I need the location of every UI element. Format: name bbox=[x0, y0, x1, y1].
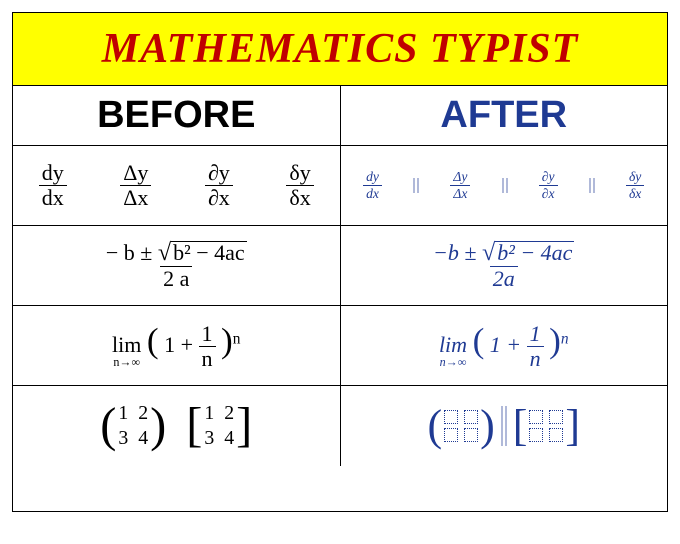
before-cell: ( 12 34 ) [ 12 34 ] bbox=[13, 386, 341, 466]
header-before: BEFORE bbox=[13, 86, 341, 145]
matrix-slot bbox=[549, 410, 563, 424]
page-title: MATHEMATICS TYPIST bbox=[102, 26, 579, 72]
table-row: dydx ΔyΔx ∂y∂x δyδx dydx ΔyΔx ∂y∂x δyδx bbox=[13, 146, 667, 226]
matrix-slot bbox=[444, 428, 458, 442]
limit-expression: limn→∞ ( 1 + 1n )n bbox=[439, 321, 569, 370]
derivative-fraction: δyδx bbox=[286, 162, 313, 209]
quadratic-formula: − b ± √b² − 4ac 2 a bbox=[103, 241, 250, 290]
matrix-pair: ( 12 34 ) [ 12 34 ] bbox=[100, 402, 252, 450]
matrix-slot bbox=[529, 428, 543, 442]
matrix-slot bbox=[549, 428, 563, 442]
derivative-fraction: δyδx bbox=[626, 170, 644, 200]
before-cell: limn→∞ ( 1 + 1n )n bbox=[13, 306, 341, 385]
after-cell: ( ) [ ] bbox=[341, 386, 668, 466]
title-banner: MATHEMATICS TYPIST bbox=[13, 13, 667, 86]
before-cell: dydx ΔyΔx ∂y∂x δyδx bbox=[13, 146, 341, 225]
derivative-fraction: ∂y∂x bbox=[539, 170, 558, 200]
before-cell: − b ± √b² − 4ac 2 a bbox=[13, 226, 341, 305]
matrix-slot bbox=[444, 410, 458, 424]
matrix-slot bbox=[529, 410, 543, 424]
column-headers: BEFORE AFTER bbox=[13, 86, 667, 146]
separator bbox=[502, 178, 508, 192]
document-frame: MATHEMATICS TYPIST BEFORE AFTER dydx ΔyΔ… bbox=[12, 12, 668, 512]
after-cell: dydx ΔyΔx ∂y∂x δyδx bbox=[341, 146, 668, 225]
quadratic-formula: −b ± √b² − 4ac 2a bbox=[430, 241, 577, 290]
table-row: ( 12 34 ) [ 12 34 ] bbox=[13, 386, 667, 466]
derivative-fraction: ∂y∂x bbox=[205, 162, 233, 209]
separator bbox=[413, 178, 419, 192]
matrix-pair: ( ) [ ] bbox=[427, 406, 580, 446]
derivative-fraction: ΔyΔx bbox=[120, 162, 151, 209]
header-after: AFTER bbox=[341, 86, 668, 145]
derivative-fraction: ΔyΔx bbox=[450, 170, 470, 200]
table-row: − b ± √b² − 4ac 2 a −b ± √b² − 4ac 2a bbox=[13, 226, 667, 306]
after-cell: −b ± √b² − 4ac 2a bbox=[341, 226, 668, 305]
table-row: limn→∞ ( 1 + 1n )n limn→∞ ( 1 + 1n )n bbox=[13, 306, 667, 386]
matrix-slot bbox=[464, 428, 478, 442]
limit-expression: limn→∞ ( 1 + 1n )n bbox=[112, 321, 240, 370]
after-cell: limn→∞ ( 1 + 1n )n bbox=[341, 306, 668, 385]
separator bbox=[589, 178, 595, 192]
derivative-fraction: dydx bbox=[363, 170, 382, 200]
separator bbox=[501, 406, 507, 446]
matrix-slot bbox=[464, 410, 478, 424]
derivative-fraction: dydx bbox=[39, 162, 67, 209]
